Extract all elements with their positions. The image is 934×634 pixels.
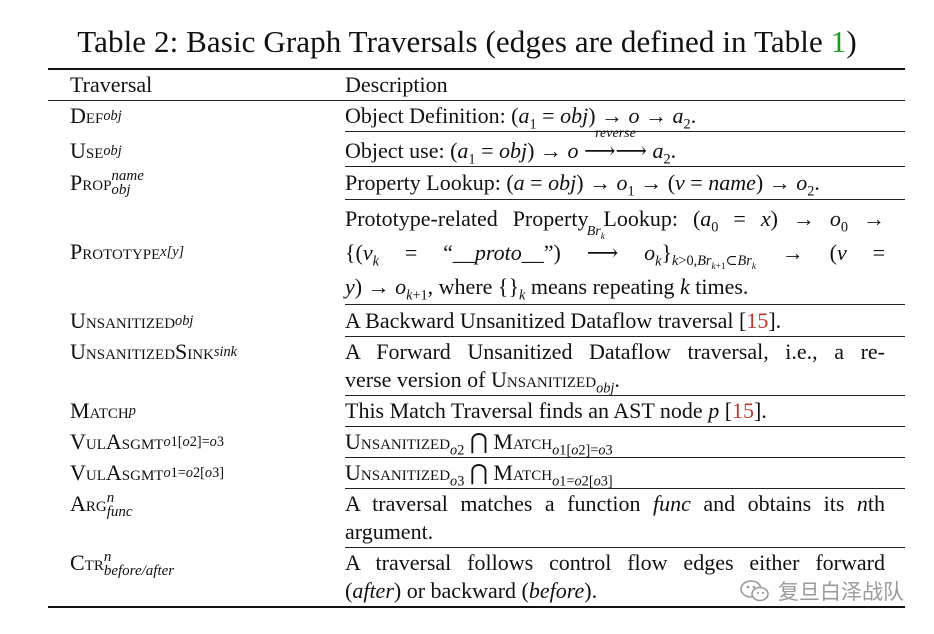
table-caption: Table 2: Basic Graph Traversals (edges a… <box>77 24 857 59</box>
traversal-name: UnsanitizedSink sink <box>70 339 237 364</box>
header-rule <box>48 100 905 101</box>
traversal-desc: Object Definition: (a1 = obj) → o → a2. <box>345 103 697 133</box>
traversal-name: Prototype x[y] <box>70 239 185 264</box>
table-row: VulAsgmt o1=o2[o3] Unsanitizedo3 ⋂ Matcho… <box>48 458 905 490</box>
traversal-desc: A traversal matches a function func and … <box>345 491 885 544</box>
table-row: VulAsgmt o1[o2]=o3 Unsanitizedo2 ⋂ Matcho… <box>48 427 905 459</box>
table-row: Def obj Object Definition: (a1 = obj) → o… <box>48 101 905 133</box>
table-row: Unsanitized obj A Backward Unsanitized Da… <box>48 305 905 336</box>
table-row: Prototype x[y] Prototype-related Property… <box>48 200 905 304</box>
table-row: UnsanitizedSink sink A Forward Unsanitize… <box>48 337 905 397</box>
table-row: Arg n func A traversal matches a function … <box>48 489 905 547</box>
citation-link[interactable]: 15 <box>746 307 769 333</box>
traversal-name: VulAsgmt o1[o2]=o3 <box>70 429 224 454</box>
traversal-name: Prop name obj <box>70 168 144 198</box>
traversal-name: Def obj <box>70 103 122 128</box>
header-traversal: Traversal <box>70 72 153 97</box>
traversal-name: Match p <box>70 398 136 423</box>
watermark-text: 复旦白泽战队 <box>778 580 904 604</box>
header-description: Description <box>345 72 448 97</box>
traversal-desc: Object use: (a1 = obj) → o reverse ⟶⟶ a2. <box>345 126 677 168</box>
traversal-desc: A Backward Unsanitized Dataflow traversa… <box>345 307 782 333</box>
traversal-desc: This Match Traversal finds an AST node p… <box>345 398 767 423</box>
table-row: Match p This Match Traversal finds an AST… <box>48 396 905 426</box>
traversal-desc: Unsanitizedo3 ⋂ Matcho1=o2[o3] <box>345 460 613 490</box>
table-header-row: Traversal Description <box>48 70 905 100</box>
traversal-name: Ctr n before/after <box>70 549 175 579</box>
traversal-desc: Property Lookup: (a = obj) → o1 → (v = n… <box>345 170 820 200</box>
table-row: Ctr n before/after A traversal follows con… <box>48 548 905 606</box>
traversal-name: VulAsgmt o1=o2[o3] <box>70 460 224 485</box>
top-rule <box>48 68 905 70</box>
bottom-rule <box>48 606 905 608</box>
traversal-desc: A Forward Unsanitized Dataflow traversal… <box>345 339 885 397</box>
table-row: Prop name obj Property Lookup: (a = obj) →… <box>48 167 905 199</box>
traversal-name: Unsanitized obj <box>70 307 194 333</box>
traversal-desc: Prototype-related Property Lookup: (a0 =… <box>345 206 886 304</box>
traversal-name: Arg n func <box>70 490 133 520</box>
table-row: Use obj Object use: (a1 = obj) → o revers… <box>48 126 905 168</box>
traversal-table: Traversal Description Def obj Object Defi… <box>48 68 905 608</box>
citation-link[interactable]: 15 <box>732 398 755 423</box>
traversal-desc: Unsanitizedo2 ⋂ Matcho1[o2]=o3 <box>345 429 613 459</box>
traversal-desc: A traversal follows control flow edges e… <box>345 550 885 603</box>
table-reference-link[interactable]: 1 <box>830 24 847 59</box>
wechat-icon <box>740 580 769 602</box>
traversal-name: Use obj <box>70 138 122 163</box>
watermark: 复旦白泽战队 <box>740 576 904 606</box>
